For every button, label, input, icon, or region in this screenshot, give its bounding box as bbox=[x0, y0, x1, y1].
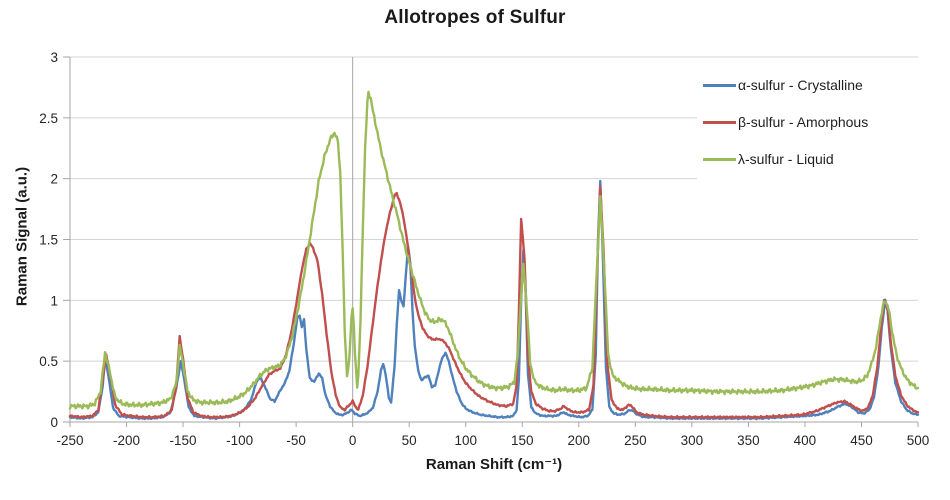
x-axis-label: Raman Shift (cm⁻¹) bbox=[425, 456, 563, 473]
y-tick-label: 1 bbox=[50, 293, 58, 308]
legend-label-alpha-sulfur: α-sulfur - Crystalline bbox=[738, 77, 863, 93]
x-tick-label: -250 bbox=[56, 433, 83, 448]
x-tick-label: 0 bbox=[349, 433, 357, 448]
y-tick-label: 1.5 bbox=[39, 233, 58, 248]
chart-title: Allotropes of Sulfur bbox=[384, 7, 566, 28]
legend-swatch-beta-sulfur bbox=[703, 120, 736, 124]
legend: α-sulfur - Crystalline β-sulfur - Amorph… bbox=[697, 62, 943, 185]
x-tick-label: 200 bbox=[568, 433, 591, 448]
x-tick-label: 450 bbox=[850, 433, 873, 448]
legend-swatch-lambda-sulfur bbox=[703, 157, 736, 161]
legend-label-lambda-sulfur: λ-sulfur - Liquid bbox=[738, 151, 834, 167]
legend-item-beta-sulfur: β-sulfur - Amorphous bbox=[703, 107, 943, 137]
x-tick-label: -100 bbox=[226, 433, 253, 448]
x-tick-label: 50 bbox=[402, 433, 417, 448]
y-tick-label: 2 bbox=[50, 172, 58, 187]
series-line-lambda-sulfur bbox=[68, 90, 920, 410]
x-tick-label: 400 bbox=[794, 433, 817, 448]
y-tick-label: 0.5 bbox=[39, 354, 58, 369]
series-line-beta-sulfur bbox=[68, 185, 920, 420]
y-axis-label: Raman Signal (a.u.) bbox=[13, 166, 31, 307]
y-tick-label: 0 bbox=[50, 415, 58, 430]
x-tick-label: 500 bbox=[907, 433, 930, 448]
x-tick-label: 150 bbox=[511, 433, 534, 448]
x-tick-label: -50 bbox=[286, 433, 306, 448]
legend-swatch-alpha-sulfur bbox=[703, 83, 736, 87]
y-tick-label: 3 bbox=[50, 50, 58, 65]
x-tick-label: 100 bbox=[454, 433, 477, 448]
legend-item-lambda-sulfur: λ-sulfur - Liquid bbox=[703, 144, 943, 174]
x-tick-label: 300 bbox=[681, 433, 704, 448]
x-tick-label: -200 bbox=[113, 433, 140, 448]
x-tick-label: -150 bbox=[170, 433, 197, 448]
y-tick-label: 2.5 bbox=[39, 111, 58, 126]
legend-item-alpha-sulfur: α-sulfur - Crystalline bbox=[703, 70, 943, 100]
x-tick-label: 250 bbox=[624, 433, 647, 448]
x-tick-label: 350 bbox=[737, 433, 760, 448]
legend-label-beta-sulfur: β-sulfur - Amorphous bbox=[738, 114, 869, 130]
